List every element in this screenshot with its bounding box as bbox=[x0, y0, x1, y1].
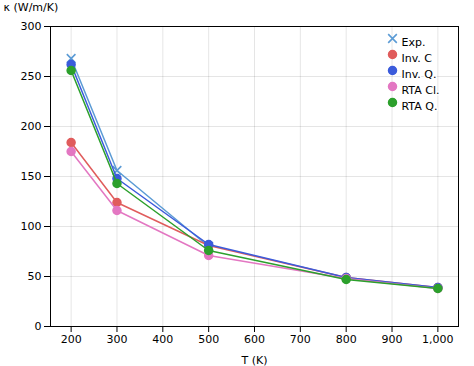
svg-text:200: 200 bbox=[61, 333, 82, 346]
svg-text:100: 100 bbox=[21, 220, 42, 233]
svg-text:900: 900 bbox=[382, 333, 403, 346]
svg-text:1,000: 1,000 bbox=[422, 333, 454, 346]
svg-text:400: 400 bbox=[152, 333, 173, 346]
svg-text:150: 150 bbox=[21, 170, 42, 183]
svg-text:300: 300 bbox=[21, 20, 42, 33]
svg-text:0: 0 bbox=[35, 320, 42, 333]
svg-text:800: 800 bbox=[336, 333, 357, 346]
svg-text:300: 300 bbox=[106, 333, 127, 346]
svg-text:Inv. C: Inv. C bbox=[402, 52, 433, 65]
svg-text:RTA Cl.: RTA Cl. bbox=[402, 84, 440, 97]
svg-text:50: 50 bbox=[28, 270, 42, 283]
svg-text:200: 200 bbox=[21, 120, 42, 133]
svg-text:600: 600 bbox=[244, 333, 265, 346]
svg-text:κ (W/m/K): κ (W/m/K) bbox=[4, 1, 59, 14]
svg-text:250: 250 bbox=[21, 70, 42, 83]
svg-text:500: 500 bbox=[198, 333, 219, 346]
svg-text:T (K): T (K) bbox=[240, 354, 267, 366]
svg-text:RTA Q.: RTA Q. bbox=[402, 100, 438, 113]
svg-text:700: 700 bbox=[290, 333, 311, 346]
svg-text:Exp.: Exp. bbox=[402, 36, 426, 49]
svg-text:Inv. Q.: Inv. Q. bbox=[402, 68, 437, 81]
